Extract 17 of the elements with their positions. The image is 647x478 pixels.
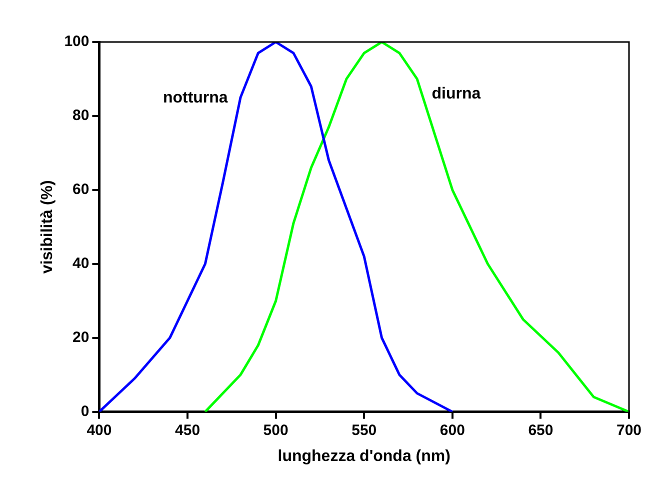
y-tick-label: 20: [72, 328, 90, 346]
x-tick-label: 600: [440, 422, 465, 439]
x-tick-label: 700: [616, 422, 642, 439]
y-tick-label: 80: [72, 107, 90, 124]
x-tick-label: 550: [352, 422, 377, 439]
x-tick-label: 650: [528, 422, 554, 439]
x-tick-label: 400: [86, 422, 112, 439]
x-tick-label: 450: [175, 422, 200, 439]
y-tick-label: 60: [72, 181, 90, 198]
y-axis-title: visibilità (%): [39, 180, 56, 274]
x-axis-title: lunghezza d'onda (nm): [278, 448, 450, 465]
series-label: diurna: [432, 85, 481, 102]
x-tick-label: 500: [263, 422, 288, 439]
series-label: notturna: [162, 89, 228, 106]
y-tick-label: 40: [72, 255, 90, 272]
y-tick-label: 0: [80, 402, 90, 420]
y-tick-label: 100: [64, 33, 90, 50]
